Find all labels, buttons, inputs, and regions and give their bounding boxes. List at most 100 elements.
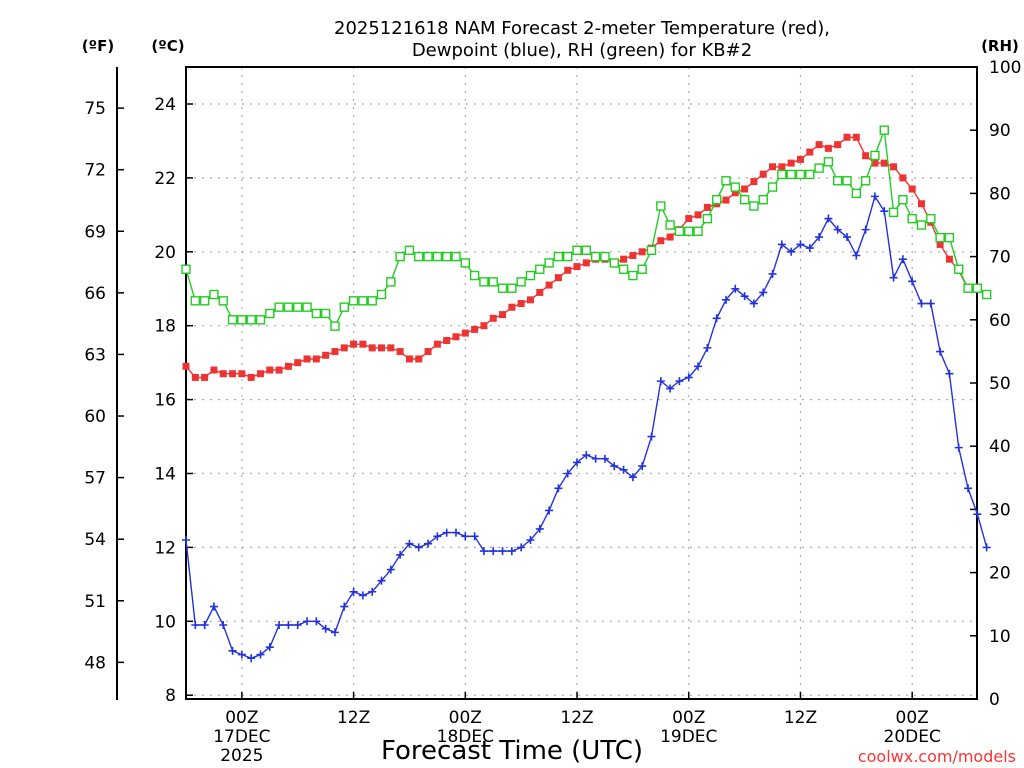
rh-point	[572, 245, 582, 255]
rh-point	[376, 289, 387, 300]
rh-point	[684, 226, 694, 237]
temperature-point	[899, 174, 907, 182]
rh-unit-label: (RH)	[981, 37, 1019, 55]
dewpoint-point	[824, 214, 833, 223]
rh-point	[414, 251, 424, 262]
fahrenheit-tick-label: 54	[84, 530, 106, 550]
fahrenheit-tick-label: 75	[84, 99, 106, 119]
dewpoint-point	[386, 565, 395, 574]
dewpoint-point	[424, 539, 433, 548]
rh-point	[860, 176, 871, 186]
fahrenheit-tick-label: 48	[84, 653, 106, 673]
dewpoint-point	[489, 547, 498, 556]
dewpoint-point	[796, 240, 805, 249]
rh-point	[628, 270, 638, 281]
dewpoint-point	[973, 510, 982, 519]
rh-point	[805, 169, 815, 180]
dewpoint-point	[731, 284, 740, 293]
dewpoint-point	[414, 543, 423, 552]
dewpoint-point	[191, 620, 200, 629]
rh-point	[255, 315, 266, 325]
dewpoint-point	[182, 536, 190, 545]
rh-point	[851, 188, 862, 199]
chart-title-line-2: Dewpoint (blue), RH (green) for KB#2	[412, 40, 752, 61]
rh-point	[432, 251, 443, 262]
dewpoint-point	[451, 528, 460, 537]
rh-series	[181, 125, 992, 331]
fahrenheit-tick-label: 72	[84, 161, 106, 181]
dewpoint-point	[526, 536, 535, 545]
dewpoint-point	[787, 247, 796, 256]
temperature-point	[862, 152, 870, 160]
x-tick-label: 18DEC	[437, 727, 494, 747]
temperature-point	[917, 200, 925, 208]
temperature-point	[834, 141, 842, 149]
dewpoint-point	[833, 225, 842, 234]
dewpoint-point	[852, 251, 861, 260]
temperature-point	[796, 155, 804, 163]
celsius-tick-label: 10	[154, 612, 176, 632]
rh-point	[646, 245, 657, 255]
dewpoint-point	[275, 620, 284, 629]
temperature-point	[536, 288, 544, 296]
celsius-tick-label: 8	[165, 686, 176, 706]
rh-point	[423, 251, 433, 262]
temperature-point	[210, 366, 218, 374]
fahrenheit-unit-label: (ºF)	[82, 37, 114, 55]
rh-point	[730, 182, 740, 192]
dewpoint-point	[694, 362, 703, 371]
dewpoint-point	[321, 624, 330, 633]
rh-point	[199, 296, 210, 306]
rh-point	[367, 296, 377, 306]
rh-point	[842, 176, 852, 186]
rh-point	[563, 251, 573, 262]
celsius-tick-label: 14	[154, 465, 176, 485]
temperature-point	[620, 255, 628, 263]
temperature-point	[657, 237, 665, 245]
rh-point	[497, 283, 508, 293]
rh-point	[981, 289, 992, 300]
dewpoint-point	[982, 543, 991, 552]
dewpoint-point	[880, 207, 889, 216]
rh-point	[535, 264, 545, 274]
dewpoint-point	[517, 543, 526, 552]
rh-point	[898, 195, 908, 205]
rh-point	[814, 163, 824, 173]
temperature-point	[731, 189, 739, 197]
dewpoint-point	[396, 550, 405, 559]
rh-point	[209, 289, 219, 300]
rh-point	[916, 220, 927, 230]
temperature-point	[424, 348, 432, 356]
celsius-tick-label: 24	[154, 95, 176, 115]
rh-point	[600, 251, 610, 262]
rh-point	[702, 213, 713, 224]
dewpoint-point	[265, 643, 274, 652]
rh-point	[907, 213, 917, 224]
rh-point	[944, 232, 955, 243]
temperature-point	[666, 233, 674, 241]
dewpoint-point	[237, 650, 246, 659]
dewpoint-point	[908, 277, 917, 286]
dewpoint-point	[377, 576, 386, 585]
temperature-point	[508, 303, 516, 311]
celsius-tick-label: 12	[154, 538, 176, 558]
temperature-point	[247, 373, 255, 381]
rh-point	[190, 296, 201, 306]
dewpoint-point	[358, 591, 367, 600]
temperature-point	[750, 178, 758, 186]
dewpoint-point	[675, 377, 684, 386]
rh-point	[777, 169, 787, 180]
temperature-point	[489, 314, 497, 322]
rh-tick-label: 0	[989, 690, 1000, 710]
temperature-point	[415, 355, 423, 363]
rh-point	[479, 277, 489, 287]
temperature-point	[694, 211, 702, 219]
rh-tick-label: 100	[989, 58, 1021, 78]
dewpoint-point	[889, 273, 898, 282]
dewpoint-point	[312, 617, 321, 626]
dewpoint-point	[917, 299, 926, 308]
x-tick-label: 2025	[220, 746, 263, 766]
rh-point	[451, 251, 461, 262]
rh-point	[954, 264, 964, 274]
rh-point	[348, 296, 359, 306]
